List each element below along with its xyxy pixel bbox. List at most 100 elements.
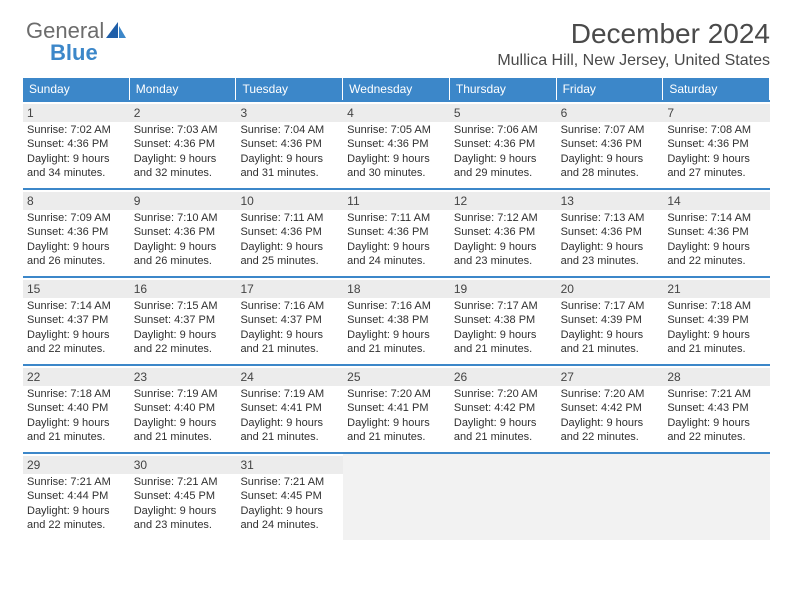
sunset-text: Sunset: 4:36 PM bbox=[561, 225, 660, 239]
daylight-text: Daylight: 9 hours bbox=[561, 416, 660, 430]
day-cell: 12Sunrise: 7:12 AMSunset: 4:36 PMDayligh… bbox=[450, 190, 557, 276]
day-cell: 18Sunrise: 7:16 AMSunset: 4:38 PMDayligh… bbox=[343, 278, 450, 364]
sunset-text: Sunset: 4:40 PM bbox=[134, 401, 233, 415]
sunset-text: Sunset: 4:36 PM bbox=[134, 225, 233, 239]
sunrise-text: Sunrise: 7:02 AM bbox=[27, 123, 126, 137]
sunset-text: Sunset: 4:37 PM bbox=[134, 313, 233, 327]
day-header: Sunday bbox=[23, 78, 130, 100]
daylight-text: and 22 minutes. bbox=[134, 342, 233, 356]
empty-cell bbox=[557, 454, 664, 540]
day-header: Monday bbox=[130, 78, 237, 100]
day-header-row: SundayMondayTuesdayWednesdayThursdayFrid… bbox=[23, 78, 770, 100]
week-row: 22Sunrise: 7:18 AMSunset: 4:40 PMDayligh… bbox=[23, 364, 770, 452]
day-cell: 7Sunrise: 7:08 AMSunset: 4:36 PMDaylight… bbox=[663, 102, 770, 188]
day-number: 12 bbox=[450, 192, 557, 210]
daylight-text: Daylight: 9 hours bbox=[240, 240, 339, 254]
sunset-text: Sunset: 4:36 PM bbox=[667, 225, 766, 239]
day-number: 31 bbox=[236, 456, 343, 474]
day-number: 21 bbox=[663, 280, 770, 298]
day-number: 24 bbox=[236, 368, 343, 386]
sunset-text: Sunset: 4:39 PM bbox=[667, 313, 766, 327]
day-cell: 11Sunrise: 7:11 AMSunset: 4:36 PMDayligh… bbox=[343, 190, 450, 276]
day-cell: 21Sunrise: 7:18 AMSunset: 4:39 PMDayligh… bbox=[663, 278, 770, 364]
empty-cell bbox=[343, 454, 450, 540]
day-number: 17 bbox=[236, 280, 343, 298]
sunrise-text: Sunrise: 7:12 AM bbox=[454, 211, 553, 225]
day-number: 19 bbox=[450, 280, 557, 298]
sunset-text: Sunset: 4:37 PM bbox=[240, 313, 339, 327]
day-cell: 19Sunrise: 7:17 AMSunset: 4:38 PMDayligh… bbox=[450, 278, 557, 364]
sunrise-text: Sunrise: 7:21 AM bbox=[27, 475, 126, 489]
sunrise-text: Sunrise: 7:21 AM bbox=[240, 475, 339, 489]
calendar-grid: SundayMondayTuesdayWednesdayThursdayFrid… bbox=[22, 78, 770, 540]
daylight-text: and 26 minutes. bbox=[134, 254, 233, 268]
sunrise-text: Sunrise: 7:16 AM bbox=[347, 299, 446, 313]
daylight-text: Daylight: 9 hours bbox=[240, 328, 339, 342]
daylight-text: and 21 minutes. bbox=[347, 430, 446, 444]
day-cell: 28Sunrise: 7:21 AMSunset: 4:43 PMDayligh… bbox=[663, 366, 770, 452]
sunset-text: Sunset: 4:36 PM bbox=[240, 225, 339, 239]
daylight-text: Daylight: 9 hours bbox=[134, 328, 233, 342]
sunrise-text: Sunrise: 7:21 AM bbox=[134, 475, 233, 489]
daylight-text: Daylight: 9 hours bbox=[240, 504, 339, 518]
sunrise-text: Sunrise: 7:08 AM bbox=[667, 123, 766, 137]
daylight-text: Daylight: 9 hours bbox=[27, 240, 126, 254]
sunrise-text: Sunrise: 7:06 AM bbox=[454, 123, 553, 137]
sunrise-text: Sunrise: 7:14 AM bbox=[667, 211, 766, 225]
sunrise-text: Sunrise: 7:04 AM bbox=[240, 123, 339, 137]
daylight-text: and 21 minutes. bbox=[454, 342, 553, 356]
day-number: 8 bbox=[23, 192, 130, 210]
daylight-text: and 24 minutes. bbox=[240, 518, 339, 532]
day-number: 29 bbox=[23, 456, 130, 474]
sunrise-text: Sunrise: 7:11 AM bbox=[347, 211, 446, 225]
week-row: 15Sunrise: 7:14 AMSunset: 4:37 PMDayligh… bbox=[23, 276, 770, 364]
daylight-text: Daylight: 9 hours bbox=[134, 240, 233, 254]
day-number: 5 bbox=[450, 104, 557, 122]
day-number: 11 bbox=[343, 192, 450, 210]
day-cell: 23Sunrise: 7:19 AMSunset: 4:40 PMDayligh… bbox=[130, 366, 237, 452]
daylight-text: and 22 minutes. bbox=[667, 254, 766, 268]
day-number: 22 bbox=[23, 368, 130, 386]
day-header: Wednesday bbox=[343, 78, 450, 100]
daylight-text: Daylight: 9 hours bbox=[454, 240, 553, 254]
day-number: 26 bbox=[450, 368, 557, 386]
sunset-text: Sunset: 4:41 PM bbox=[240, 401, 339, 415]
day-header: Friday bbox=[557, 78, 664, 100]
sunset-text: Sunset: 4:44 PM bbox=[27, 489, 126, 503]
day-number: 25 bbox=[343, 368, 450, 386]
sunset-text: Sunset: 4:36 PM bbox=[347, 225, 446, 239]
day-cell: 22Sunrise: 7:18 AMSunset: 4:40 PMDayligh… bbox=[23, 366, 130, 452]
daylight-text: and 22 minutes. bbox=[27, 518, 126, 532]
day-cell: 25Sunrise: 7:20 AMSunset: 4:41 PMDayligh… bbox=[343, 366, 450, 452]
daylight-text: and 26 minutes. bbox=[27, 254, 126, 268]
week-row: 8Sunrise: 7:09 AMSunset: 4:36 PMDaylight… bbox=[23, 188, 770, 276]
daylight-text: and 23 minutes. bbox=[134, 518, 233, 532]
day-cell: 1Sunrise: 7:02 AMSunset: 4:36 PMDaylight… bbox=[23, 102, 130, 188]
day-number: 16 bbox=[130, 280, 237, 298]
sunset-text: Sunset: 4:36 PM bbox=[454, 137, 553, 151]
sunrise-text: Sunrise: 7:17 AM bbox=[454, 299, 553, 313]
sunrise-text: Sunrise: 7:09 AM bbox=[27, 211, 126, 225]
sunrise-text: Sunrise: 7:13 AM bbox=[561, 211, 660, 225]
day-cell: 10Sunrise: 7:11 AMSunset: 4:36 PMDayligh… bbox=[236, 190, 343, 276]
day-cell: 8Sunrise: 7:09 AMSunset: 4:36 PMDaylight… bbox=[23, 190, 130, 276]
day-cell: 4Sunrise: 7:05 AMSunset: 4:36 PMDaylight… bbox=[343, 102, 450, 188]
sunrise-text: Sunrise: 7:19 AM bbox=[134, 387, 233, 401]
day-cell: 27Sunrise: 7:20 AMSunset: 4:42 PMDayligh… bbox=[557, 366, 664, 452]
day-number: 3 bbox=[236, 104, 343, 122]
day-cell: 5Sunrise: 7:06 AMSunset: 4:36 PMDaylight… bbox=[450, 102, 557, 188]
day-number: 14 bbox=[663, 192, 770, 210]
week-row: 29Sunrise: 7:21 AMSunset: 4:44 PMDayligh… bbox=[23, 452, 770, 540]
logo-text-blue: Blue bbox=[50, 40, 98, 66]
day-cell: 17Sunrise: 7:16 AMSunset: 4:37 PMDayligh… bbox=[236, 278, 343, 364]
sail-icon bbox=[106, 22, 126, 38]
daylight-text: and 22 minutes. bbox=[27, 342, 126, 356]
header: December 2024 Mullica Hill, New Jersey, … bbox=[22, 18, 770, 70]
day-number: 28 bbox=[663, 368, 770, 386]
week-row: 1Sunrise: 7:02 AMSunset: 4:36 PMDaylight… bbox=[23, 100, 770, 188]
daylight-text: and 21 minutes. bbox=[240, 342, 339, 356]
daylight-text: and 23 minutes. bbox=[561, 254, 660, 268]
sunrise-text: Sunrise: 7:17 AM bbox=[561, 299, 660, 313]
sunrise-text: Sunrise: 7:21 AM bbox=[667, 387, 766, 401]
sunrise-text: Sunrise: 7:07 AM bbox=[561, 123, 660, 137]
